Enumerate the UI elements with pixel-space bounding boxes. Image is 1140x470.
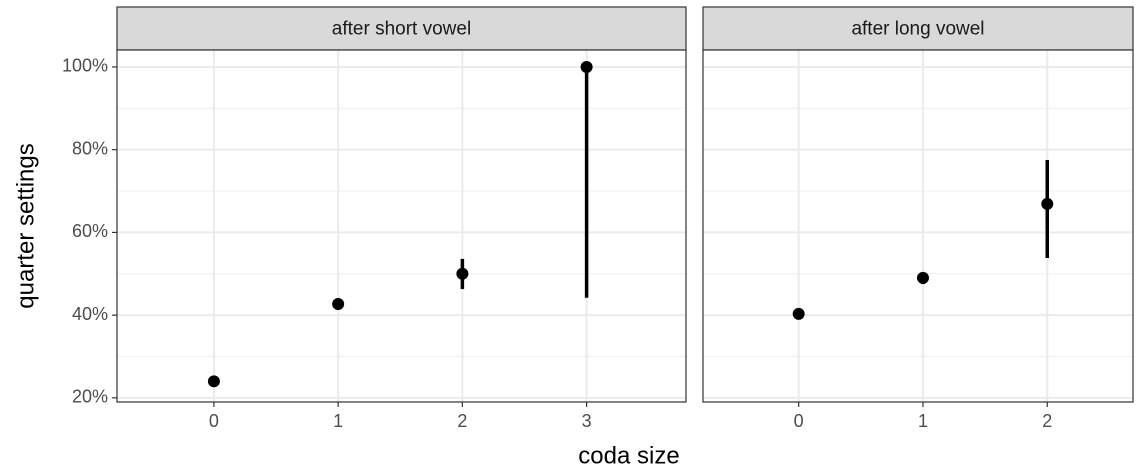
point	[1041, 197, 1054, 210]
panel-bg	[117, 50, 686, 402]
x-tick-label: 2	[1042, 411, 1052, 431]
strip	[702, 6, 1134, 51]
panel-bg	[703, 50, 1133, 402]
x-tick-label: 0	[794, 411, 804, 431]
point	[916, 271, 929, 284]
x-tick-label: 3	[582, 411, 592, 431]
point	[207, 375, 220, 388]
x-tick-label: 2	[457, 411, 467, 431]
y-tick-label: 40%	[72, 304, 108, 324]
panel-border	[116, 49, 687, 403]
y-tick-label: 80%	[72, 138, 108, 158]
x-axis-title: coda size	[578, 442, 679, 469]
panel-title: after short vowel	[332, 19, 471, 40]
x-tick-label: 0	[209, 411, 219, 431]
panel-border	[702, 49, 1134, 403]
y-tick-label: 60%	[72, 221, 108, 241]
y-tick-label: 100%	[62, 56, 108, 76]
point	[332, 297, 345, 310]
x-tick-label: 1	[333, 411, 343, 431]
point	[792, 307, 805, 320]
strip	[116, 6, 687, 51]
x-tick-label: 1	[918, 411, 928, 431]
y-tick-label: 20%	[72, 387, 108, 407]
y-axis-title: quarter settings	[12, 143, 39, 308]
point	[580, 60, 593, 73]
point	[456, 267, 469, 280]
panel-title: after long vowel	[851, 19, 984, 40]
